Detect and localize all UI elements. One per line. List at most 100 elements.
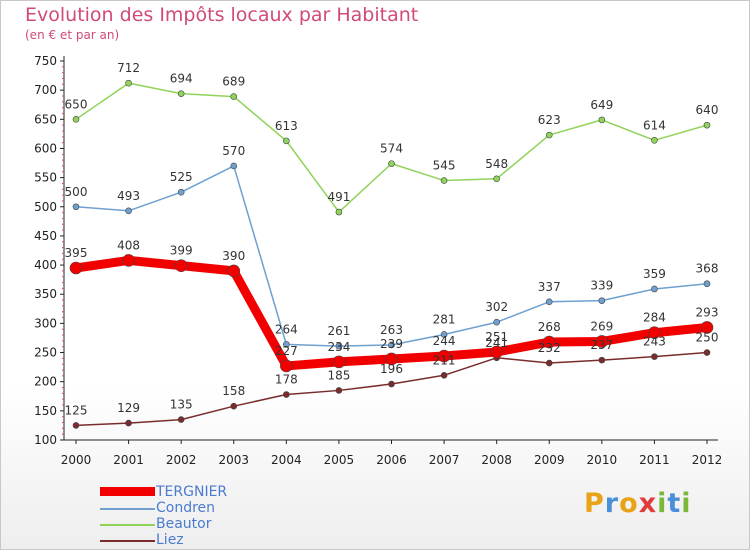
- data-point: [174, 259, 188, 272]
- data-label: 261: [327, 324, 350, 338]
- data-point: [493, 175, 500, 183]
- data-label: 284: [643, 311, 666, 325]
- logo-letter: x: [638, 488, 658, 519]
- y-tick-label: 600: [34, 141, 57, 155]
- data-point: [335, 208, 343, 216]
- logo-letter: t: [667, 488, 682, 519]
- data-label: 196: [380, 362, 403, 376]
- data-label: 339: [590, 279, 613, 293]
- y-tick-label: 750: [34, 54, 57, 68]
- y-tick-label: 100: [34, 433, 57, 447]
- data-point: [598, 297, 606, 304]
- data-label: 545: [433, 159, 456, 173]
- data-point: [385, 352, 398, 366]
- y-tick-label: 450: [34, 229, 57, 243]
- data-labels: 125 129 135 158 178 185 196 211 241 232 237 243 250 5…: [65, 61, 719, 417]
- data-point: [283, 391, 290, 398]
- data-point: [177, 188, 185, 196]
- x-tick-label: 2001: [113, 453, 144, 467]
- logo-letter: i: [657, 488, 668, 519]
- x-tick-label: 2002: [166, 453, 197, 467]
- data-label: 712: [117, 61, 140, 75]
- data-point: [125, 79, 132, 87]
- x-tick-label: 2007: [429, 453, 460, 467]
- y-tick-label: 500: [34, 200, 57, 214]
- y-tick-label: 700: [34, 83, 57, 97]
- data-point: [598, 116, 606, 124]
- data-label: 250: [696, 331, 719, 345]
- data-point: [227, 264, 241, 278]
- x-tick-label: 2004: [271, 453, 302, 467]
- data-label: 158: [222, 384, 245, 398]
- x-tick-label: 2011: [639, 453, 670, 467]
- data-label: 244: [433, 334, 456, 348]
- data-label: 135: [170, 398, 193, 412]
- data-label: 239: [380, 337, 403, 351]
- x-tick-label: 2000: [61, 453, 92, 467]
- data-point: [230, 93, 238, 100]
- data-label: 613: [275, 119, 298, 133]
- legend-item-liez: Liez: [100, 532, 320, 548]
- data-label: 640: [696, 103, 719, 117]
- data-point: [283, 341, 290, 348]
- data-point: [651, 136, 658, 144]
- y-tick-label: 550: [34, 171, 57, 185]
- legend: TERGNIER Condren Beautor Liez: [100, 484, 320, 548]
- data-point: [72, 116, 80, 123]
- data-point: [335, 387, 343, 394]
- data-label: 694: [170, 72, 193, 86]
- data-label: 500: [65, 185, 88, 199]
- chart-subtitle: (en € et par an): [25, 28, 120, 42]
- data-point: [703, 349, 711, 356]
- data-point: [651, 285, 658, 293]
- data-label: 251: [485, 330, 508, 344]
- data-point: [651, 353, 658, 360]
- data-point: [283, 137, 290, 145]
- data-point: [230, 162, 238, 170]
- data-point: [72, 422, 80, 429]
- data-label: 491: [327, 190, 350, 204]
- x-tick-label: 2012: [692, 453, 723, 467]
- data-label: 574: [380, 142, 403, 156]
- data-point: [545, 359, 553, 367]
- y-tick-label: 300: [34, 316, 57, 330]
- logo-letter: r: [604, 488, 620, 519]
- data-label: 232: [538, 341, 561, 355]
- legend-label: Condren: [156, 500, 216, 516]
- data-point: [703, 280, 711, 288]
- data-point: [177, 416, 185, 423]
- data-label: 548: [485, 157, 508, 171]
- chart-title: Evolution des Impôts locaux par Habitant: [25, 4, 419, 26]
- proxiti-logo: Proxiti: [584, 488, 692, 519]
- y-tick-label: 250: [34, 346, 57, 360]
- data-point: [332, 355, 346, 369]
- legend-swatch: [100, 508, 155, 510]
- data-label: 129: [117, 401, 140, 415]
- data-point: [703, 121, 711, 129]
- data-label: 234: [327, 340, 350, 354]
- data-label: 570: [222, 144, 245, 158]
- chart-axes: 100 150 200 250 300 350 400 450 500 550 600 650 700 7…: [34, 54, 722, 467]
- data-point: [125, 419, 132, 427]
- data-label: 125: [65, 403, 88, 417]
- y-tick-label: 150: [34, 404, 57, 418]
- data-label: 390: [222, 249, 245, 263]
- data-label: 649: [590, 98, 613, 112]
- logo-letter: o: [619, 488, 639, 519]
- data-point: [177, 90, 185, 97]
- legend-swatch: [100, 487, 155, 496]
- data-point: [125, 207, 132, 215]
- x-tick-label: 2006: [376, 453, 407, 467]
- x-tick-label: 2010: [587, 453, 618, 467]
- data-point: [648, 326, 661, 340]
- data-label: 408: [117, 238, 140, 252]
- x-tick-label: 2009: [534, 453, 565, 467]
- legend-item-beautor: Beautor: [100, 516, 320, 532]
- y-tick-label: 650: [34, 112, 57, 126]
- data-label: 399: [170, 244, 193, 258]
- data-point: [493, 318, 500, 326]
- data-point: [388, 341, 395, 349]
- data-label: 623: [538, 113, 561, 127]
- data-label: 269: [590, 319, 613, 333]
